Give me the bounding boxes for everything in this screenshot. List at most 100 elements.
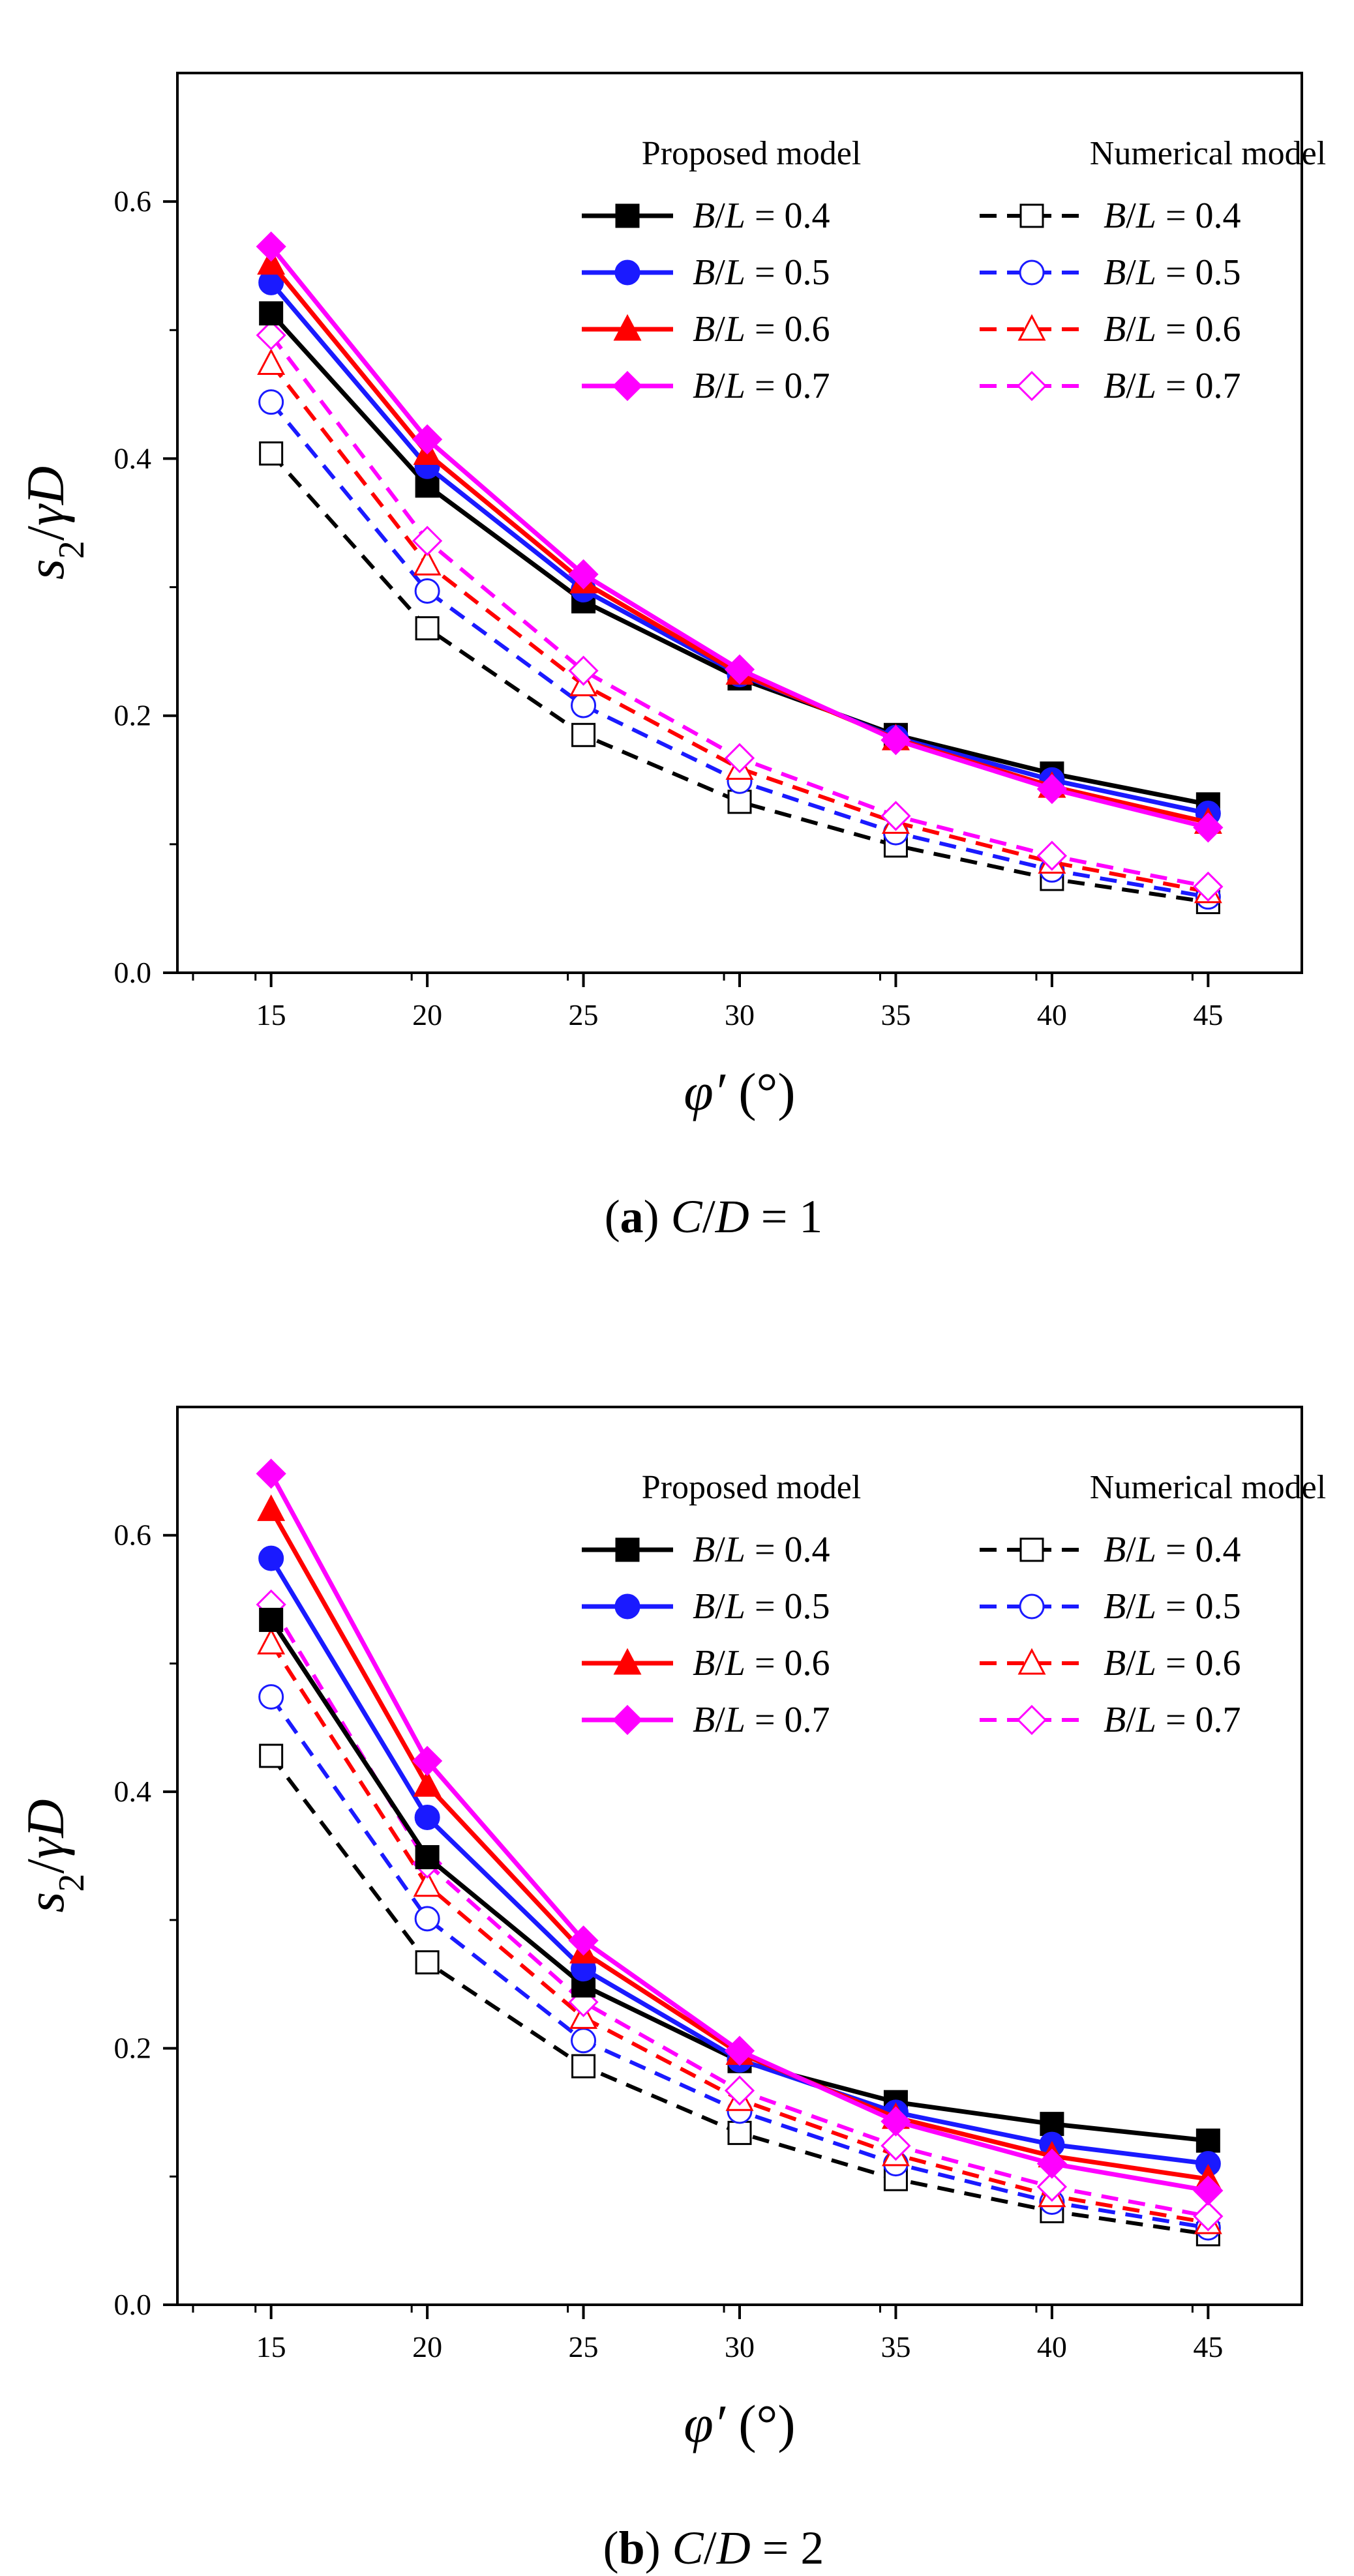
legend-label-numerical-5: B/L = 0.5 [1104,252,1241,293]
point-numerical-7-6 [1193,2201,1224,2232]
legend-label-numerical-4-den: L [1136,1530,1156,1570]
x-tick-label: 15 [256,2330,286,2363]
legend-label-numerical-6-den: L [1136,1643,1156,1683]
x-axis-label: φ′ (°) [684,1062,795,1121]
legend-label-proposed-3-slash: / [715,366,725,406]
legend-label-proposed-3-den: L [725,366,745,406]
point-proposed-0-0 [259,301,284,326]
x-tick-label: 40 [1037,2330,1067,2363]
legend-label-numerical-4: B/L = 0.4 [1104,1530,1241,1570]
point-numerical-7-4 [880,801,911,831]
y-tick-label: 0.4 [114,441,152,475]
legend-label-numerical-7: B/L = 0.7 [1104,1700,1241,1740]
point-proposed-3-2 [568,559,599,589]
caption-close: ) [645,2522,672,2574]
x-tick-label: 25 [569,2330,599,2363]
panel-caption: (b) C/D = 2 [603,2522,824,2574]
x-tick-label: 35 [880,998,910,1031]
legend-marker-proposed-1 [614,1593,640,1620]
x-axis-label-unit: (°) [725,2394,796,2453]
legend-label-proposed-1-slash: / [715,1586,725,1627]
point-numerical-7-4 [880,2130,911,2161]
legend-header-proposed: Proposed model [642,1469,862,1506]
legend-label-numerical-5-val: = 0.5 [1156,252,1241,293]
caption-den: D [716,2522,751,2574]
x-tick-label: 40 [1037,998,1067,1031]
point-numerical-4-1 [415,616,440,641]
point-numerical-6-1 [413,1870,442,1897]
y-tick-label: 0.0 [114,2288,152,2321]
point-proposed-3-3 [724,2036,755,2066]
legend-header-proposed: Proposed model [642,135,862,172]
legend-label-numerical-6-val: = 0.6 [1156,309,1241,349]
legend-marker-numerical-7 [1016,1704,1047,1736]
legend-label-proposed-0-num: B [693,1530,715,1570]
legend-label-proposed-1-num: B [693,1586,715,1627]
y-label-den: γD [16,466,75,526]
legend-label-proposed-0-num: B [693,196,715,236]
legend-marker-numerical-5 [1019,259,1045,286]
y-axis-label: s2/γD [16,466,92,580]
legend-label-numerical-5-val: = 0.5 [1156,1586,1241,1627]
legend-label-proposed-2-val: = 0.6 [745,1643,830,1683]
y-label-sub: 2 [52,540,92,559]
legend-label-proposed-3: B/L = 0.7 [693,1700,830,1740]
legend-label-numerical-6-den: L [1136,309,1156,349]
legend-label-numerical-7-den: L [1136,366,1156,406]
legend-label-numerical-4-num: B [1104,196,1126,236]
point-proposed-3-5 [1036,773,1068,805]
y-label-s: s [16,559,75,580]
point-numerical-4-0 [259,1743,284,1768]
legend-label-proposed-1: B/L = 0.5 [693,1586,830,1627]
legend-label-numerical-6: B/L = 0.6 [1104,1643,1241,1683]
legend-label-numerical-4-den: L [1136,196,1156,236]
point-numerical-7-5 [1036,840,1068,871]
legend-label-proposed-1: B/L = 0.5 [693,252,830,293]
point-proposed-0-5 [1040,2112,1064,2137]
point-numerical-7-3 [724,2075,755,2106]
point-numerical-5-2 [571,692,597,718]
legend-label-proposed-2-slash: / [715,309,725,349]
point-numerical-6-0 [257,348,286,376]
y-tick-label: 0.0 [114,956,152,989]
legend-header-numerical: Numerical model [1090,135,1326,172]
legend-label-numerical-7: B/L = 0.7 [1104,366,1241,406]
point-proposed-0-1 [415,1844,440,1869]
legend-marker-proposed-3 [612,370,643,402]
legend-label-numerical-7-num: B [1104,1700,1126,1740]
legend-label-numerical-4-num: B [1104,1530,1126,1570]
caption-den: D [715,1191,749,1243]
legend-label-numerical-7-val: = 0.7 [1156,1700,1241,1740]
legend-label-numerical-6-slash: / [1126,309,1136,349]
legend-label-proposed-2-slash: / [715,1643,725,1683]
point-numerical-4-2 [571,722,596,747]
legend-marker-numerical-4 [1019,1537,1044,1562]
legend-marker-numerical-6 [1017,314,1046,341]
point-proposed-3-0 [256,1458,286,1489]
legend-label-numerical-6-slash: / [1126,1643,1136,1683]
point-numerical-7-3 [724,743,755,773]
legend-label-proposed-3-slash: / [715,1700,725,1740]
caption-slash: / [704,2522,717,2574]
point-proposed-3-3 [724,654,755,685]
point-proposed-3-6 [1193,812,1224,843]
legend-label-proposed-1-num: B [693,252,715,293]
legend-label-numerical-4-slash: / [1126,196,1136,236]
legend-header-numerical: Numerical model [1090,1469,1326,1506]
legend-label-numerical-4-val: = 0.4 [1156,196,1241,236]
legend-marker-numerical-4 [1019,203,1044,228]
legend-label-proposed-0-slash: / [715,196,725,236]
point-numerical-5-1 [414,1906,440,1932]
y-axis-label: s2/γD [16,1799,92,1912]
legend-label-proposed-0: B/L = 0.4 [693,196,830,236]
point-numerical-4-3 [727,2120,752,2145]
legend-label-proposed-0-den: L [725,1530,745,1570]
legend-label-proposed-2-num: B [693,309,715,349]
x-tick-label: 30 [725,2330,755,2363]
legend-label-proposed-2-den: L [725,309,745,349]
legend-label-proposed-1-den: L [725,1586,745,1627]
legend-label-numerical-5: B/L = 0.5 [1104,1586,1241,1627]
point-proposed-3-0 [256,231,286,262]
legend-label-proposed-3-val: = 0.7 [745,1700,830,1740]
point-numerical-5-1 [414,578,440,604]
